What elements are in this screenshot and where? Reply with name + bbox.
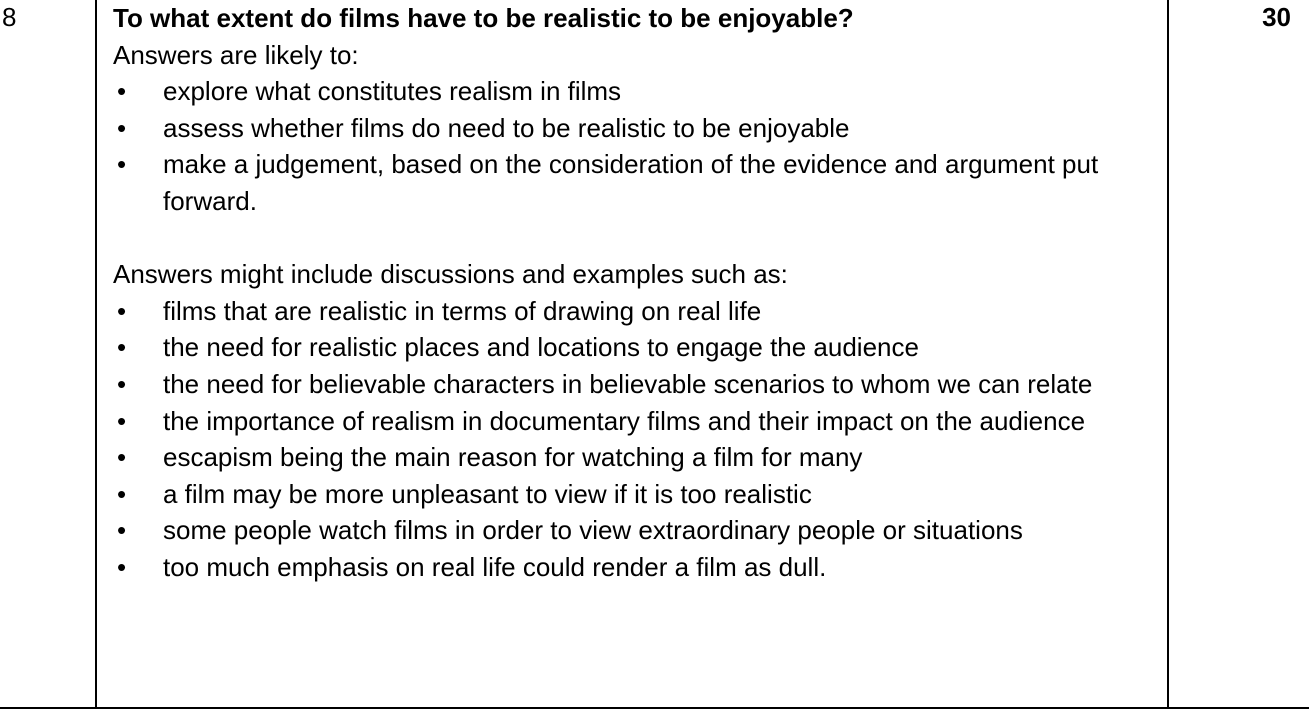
list-item: • escapism being the main reason for watc…: [113, 439, 1167, 476]
question-number-cell: 8: [0, 0, 97, 707]
list-item: • make a judgement, based on the consider…: [113, 146, 1167, 219]
question-content-cell: To what extent do films have to be reali…: [97, 0, 1169, 707]
bullet-icon: •: [117, 405, 127, 436]
marks-cell: 30: [1169, 0, 1309, 707]
marks-value: 30: [1262, 2, 1291, 32]
bullet-icon: •: [117, 442, 127, 473]
list-item: • the need for realistic places and locat…: [113, 329, 1167, 366]
bullet-icon: •: [117, 295, 127, 326]
list-item: • a film may be more unpleasant to view i…: [113, 476, 1167, 513]
list-item-text: some people watch films in order to view…: [163, 515, 1023, 546]
list-item-text: make a judgement, based on the considera…: [163, 149, 1099, 216]
bullet-icon: •: [117, 368, 127, 399]
list-item-text: the need for realistic places and locati…: [163, 332, 919, 363]
list-item-text: the importance of realism in documentary…: [163, 405, 1086, 436]
list-item: • explore what constitutes realism in fil…: [113, 73, 1167, 110]
list-item-text: a film may be more unpleasant to view if…: [163, 478, 812, 509]
section1-list: • explore what constitutes realism in fil…: [113, 73, 1167, 219]
bullet-icon: •: [117, 551, 127, 582]
list-item: • some people watch films in order to vie…: [113, 512, 1167, 549]
bullet-icon: •: [117, 112, 127, 143]
list-item-text: explore what constitutes realism in film…: [163, 76, 622, 107]
section2-intro: Answers might include discussions and ex…: [113, 259, 788, 290]
list-item: • assess whether films do need to be real…: [113, 110, 1167, 147]
bullet-icon: •: [117, 332, 127, 363]
bullet-icon: •: [117, 515, 127, 546]
list-item-text: too much emphasis on real life could ren…: [163, 551, 827, 582]
list-item: • films that are realistic in terms of dr…: [113, 293, 1167, 330]
bullet-icon: •: [117, 76, 127, 107]
section1-intro: Answers are likely to:: [113, 39, 359, 70]
list-item-text: films that are realistic in terms of dra…: [163, 295, 762, 326]
bullet-icon: •: [117, 478, 127, 509]
list-item-text: escapism being the main reason for watch…: [163, 442, 863, 473]
question-number: 8: [2, 2, 17, 32]
bullet-icon: •: [117, 149, 127, 180]
list-item-text: assess whether films do need to be reali…: [163, 112, 850, 143]
list-item: • too much emphasis on real life could re…: [113, 549, 1167, 586]
section-spacer: [113, 220, 1167, 257]
question-text: To what extent do films have to be reali…: [113, 3, 854, 33]
list-item-text: the need for believable characters in be…: [163, 368, 1093, 399]
section2-list: • films that are realistic in terms of dr…: [113, 293, 1167, 586]
list-item: • the importance of realism in documentar…: [113, 403, 1167, 440]
list-item: • the need for believable characters in b…: [113, 366, 1167, 403]
